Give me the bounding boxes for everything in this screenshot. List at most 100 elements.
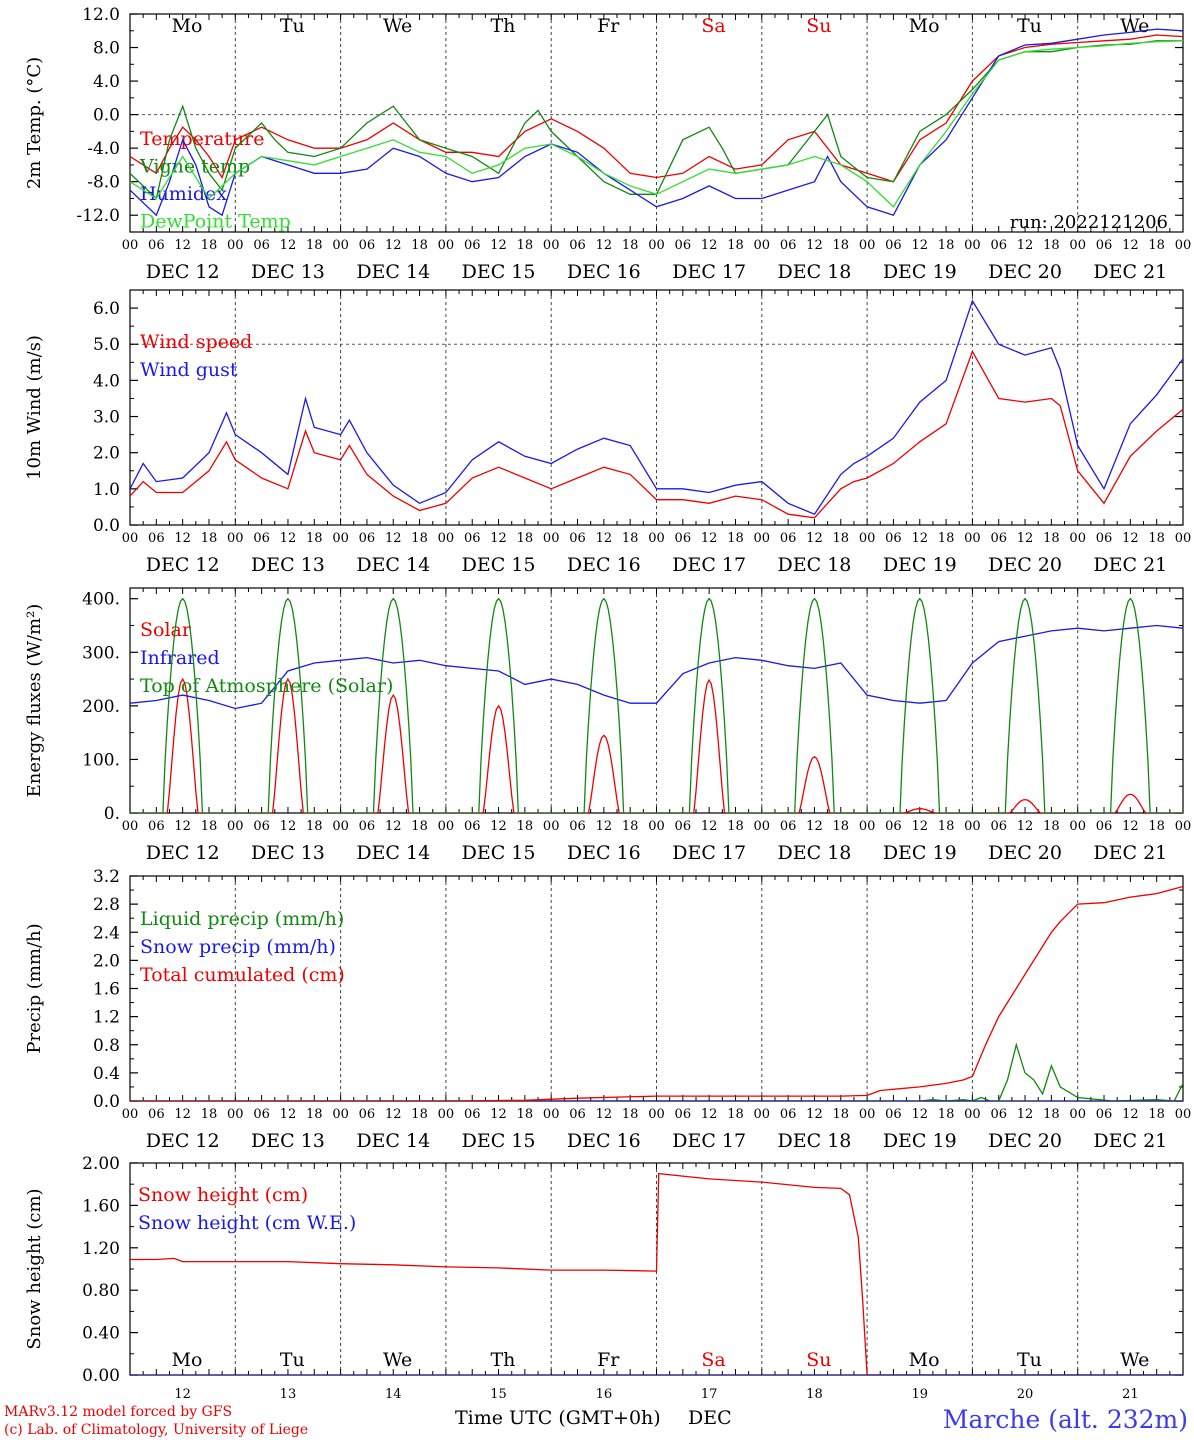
hour-tick-label: 12 [1122,1107,1139,1122]
hour-tick-label: 00 [332,819,349,834]
panel-wind: 0.0 1.0 2.0 3.0 4.0 5.0 6.0 10m Wind (m/s) 00 06 1… [24,289,1191,576]
date-label: DEC 16 [567,1130,641,1152]
date-number-label: 17 [701,1387,718,1402]
hour-tick-label: 00 [859,819,876,834]
y-axis-label: 10m Wind (m/s) [24,335,45,480]
hour-tick-label: 18 [1148,238,1165,253]
hour-tick-label: 06 [569,238,586,253]
hour-tick-label: 00 [648,1107,665,1122]
hour-tick-label: 06 [780,1107,797,1122]
hour-tick-label: 12 [1122,819,1139,834]
y-axis-label: Snow height (cm) [24,1188,45,1349]
day-of-week-label: Mo [172,1349,203,1371]
hour-tick-label: 06 [885,1107,902,1122]
hour-tick-label: 00 [122,238,139,253]
date-label: DEC 15 [462,1130,536,1152]
hour-tick-label: 06 [464,819,481,834]
legend-entry: Infrared [140,647,220,669]
hour-tick-label: 18 [517,238,534,253]
date-label: DEC 16 [567,842,641,864]
y-tick-label: -12.0 [76,206,120,226]
panel-temp: 12.0 8.0 4.0 0.0 -4.0 -8.0 -12.0 2m Temp. (°C) M… [24,5,1191,283]
hour-tick-label: 12 [490,1107,507,1122]
hour-tick-label: 00 [648,819,665,834]
date-label: DEC 15 [462,842,536,864]
hour-tick-label: 00 [648,531,665,546]
hour-tick-label: 00 [754,531,771,546]
day-of-week-label: Sa [701,15,725,37]
date-number-label: 13 [280,1387,297,1402]
hour-tick-label: 00 [543,819,560,834]
hour-tick-label: 00 [859,531,876,546]
hour-tick-label: 06 [148,819,165,834]
date-label: DEC 12 [146,261,220,283]
hour-tick-label: 12 [596,1107,613,1122]
hour-tick-label: 12 [280,819,297,834]
y-tick-label: 0.80 [82,1281,120,1301]
hour-tick-label: 00 [332,1107,349,1122]
hour-tick-label: 00 [754,1107,771,1122]
hour-tick-label: 00 [543,531,560,546]
hour-tick-label: 06 [148,238,165,253]
hour-tick-label: 12 [701,819,718,834]
series-line-wind-speed [130,349,1183,519]
hour-tick-label: 12 [806,238,823,253]
hour-tick-label: 12 [490,238,507,253]
date-label: DEC 21 [1093,261,1167,283]
y-tick-label: 8.0 [93,39,120,59]
date-label: DEC 14 [356,1130,430,1152]
hour-tick-label: 18 [1148,531,1165,546]
hour-tick-label: 06 [1096,1107,1113,1122]
legend-entry: Liquid precip (mm/h) [140,908,344,930]
date-label: DEC 19 [883,1130,957,1152]
hour-tick-label: 18 [622,819,639,834]
day-of-week-label: Sa [701,1349,725,1371]
hour-tick-label: 00 [543,238,560,253]
hour-tick-label: 00 [438,238,455,253]
credit-line-1: MARv3.12 model forced by GFS [4,1404,232,1420]
hour-tick-label: 18 [517,819,534,834]
day-of-week-label: Tu [280,1349,305,1371]
hour-tick-label: 00 [964,819,981,834]
day-of-week-label: We [383,1349,412,1371]
hour-tick-label: 00 [1069,1107,1086,1122]
hour-tick-label: 18 [306,819,323,834]
y-axis-label: Precip (mm/h) [24,923,45,1053]
date-label: DEC 17 [672,1130,746,1152]
hour-tick-label: 06 [675,238,692,253]
legend-entry: Wind gust [140,359,238,381]
hour-tick-label: 00 [332,238,349,253]
series-line-vigne-temp [130,40,1183,200]
y-tick-label: 1.60 [82,1196,120,1216]
hour-tick-label: 06 [780,238,797,253]
hour-tick-label: 00 [1175,1107,1192,1122]
date-label: DEC 13 [251,842,325,864]
y-tick-label: 0.00 [82,1366,120,1386]
legend-entry: Snow height (cm) [138,1184,308,1206]
hour-tick-label: 06 [885,238,902,253]
y-tick-label: -4.0 [87,139,120,159]
hour-tick-label: 12 [1017,1107,1034,1122]
hour-tick-label: 00 [859,1107,876,1122]
date-label: DEC 12 [146,554,220,576]
y-tick-label: 0. [104,804,120,824]
legend-entry: Temperature [140,128,264,150]
series-line-solar [130,677,1183,813]
run-label: run: 2022121206 [1010,212,1168,233]
hour-tick-label: 12 [701,238,718,253]
y-axis-label: 2m Temp. (°C) [24,57,45,189]
hour-tick-label: 18 [833,819,850,834]
date-number-label: 15 [490,1387,507,1402]
hour-tick-label: 00 [1175,238,1192,253]
hour-tick-label: 18 [517,1107,534,1122]
hour-tick-label: 06 [675,819,692,834]
hour-tick-label: 06 [253,1107,270,1122]
hour-tick-label: 12 [280,531,297,546]
hour-tick-label: 18 [938,1107,955,1122]
hour-tick-label: 06 [1096,819,1113,834]
hour-tick-label: 06 [675,1107,692,1122]
date-label: DEC 14 [356,554,430,576]
y-axis-label: Energy fluxes (W/m²) [24,604,45,798]
hour-tick-label: 12 [596,531,613,546]
date-number-label: 16 [596,1387,613,1402]
